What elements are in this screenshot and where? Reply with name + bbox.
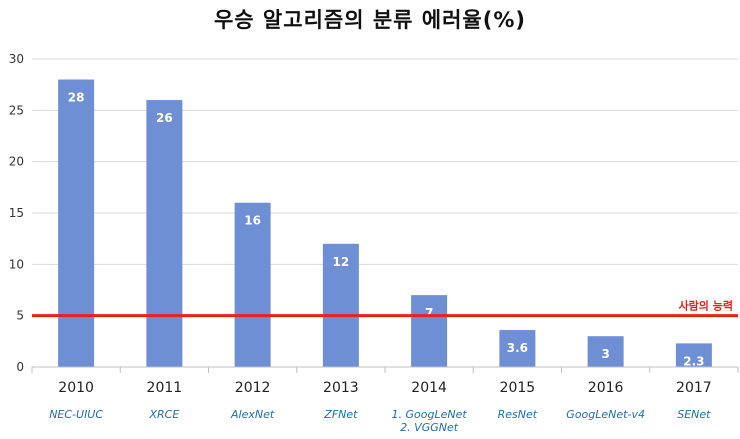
bar-value-label: 12: [333, 255, 350, 269]
x-tick-label: 2012: [235, 380, 271, 396]
bar-value-label: 26: [156, 111, 173, 125]
y-tick-label: 5: [16, 309, 24, 323]
x-tick-label: 2016: [588, 380, 624, 396]
x-subcategory-label: GoogLeNet-v4: [566, 408, 645, 421]
bar: [499, 330, 536, 367]
grid-lines: [32, 58, 738, 317]
x-subcategory-label: ResNet: [498, 408, 538, 421]
bar: [322, 243, 359, 367]
x-subcategory-label: ZFNet: [323, 408, 358, 421]
reference-line-label: 사람의 능력: [679, 299, 733, 313]
chart-title: 우승 알고리즘의 분류 에러율(%): [213, 8, 526, 32]
bar: [146, 100, 183, 368]
y-tick-label: 10: [9, 257, 24, 271]
x-tick-label: 2015: [500, 380, 536, 396]
y-tick-label: 25: [9, 103, 24, 117]
x-subcategory-label: 2. VGGNet: [400, 421, 459, 434]
bar-value-label: 3: [601, 347, 609, 361]
x-tick-label: 2010: [58, 380, 94, 396]
reference-line-group: 사람의 능력: [32, 299, 738, 318]
x-subcategory-label: SENet: [677, 408, 711, 421]
bar-value-label: 16: [244, 214, 261, 228]
bar: [411, 295, 448, 367]
y-tick-label: 0: [16, 360, 24, 374]
bar: [587, 336, 624, 367]
bar: [58, 79, 95, 368]
x-tick-label: 2017: [676, 380, 712, 396]
y-tick-label: 20: [9, 155, 24, 169]
bar-value-label: 2.3: [683, 354, 704, 368]
x-subcategory-label: XRCE: [148, 408, 179, 421]
bar: [675, 343, 712, 367]
bar-value-label: 28: [68, 91, 85, 105]
x-tick-label: 2013: [323, 380, 359, 396]
bar-value-label: 3.6: [507, 341, 528, 355]
bars: 28 26 16 12 7 3.6 3 2.3: [58, 79, 712, 368]
y-tick-label: 15: [9, 206, 24, 220]
bar-value-label: 7: [425, 306, 433, 320]
x-axis: 2010 NEC-UIUC 2011 XRCE 2012 AlexNet 2013 ZFNet…: [31, 366, 739, 434]
x-subcategory-label: NEC-UIUC: [49, 408, 103, 421]
x-subcategory-label: AlexNet: [230, 408, 275, 421]
x-tick-label: 2011: [147, 380, 183, 396]
bar: [234, 202, 271, 367]
y-axis: 0 5 10 15 20 25 30: [9, 52, 24, 374]
x-subcategory-label: 1. GoogLeNet: [392, 408, 468, 421]
y-tick-label: 30: [9, 52, 24, 66]
x-tick-label: 2014: [411, 380, 447, 396]
